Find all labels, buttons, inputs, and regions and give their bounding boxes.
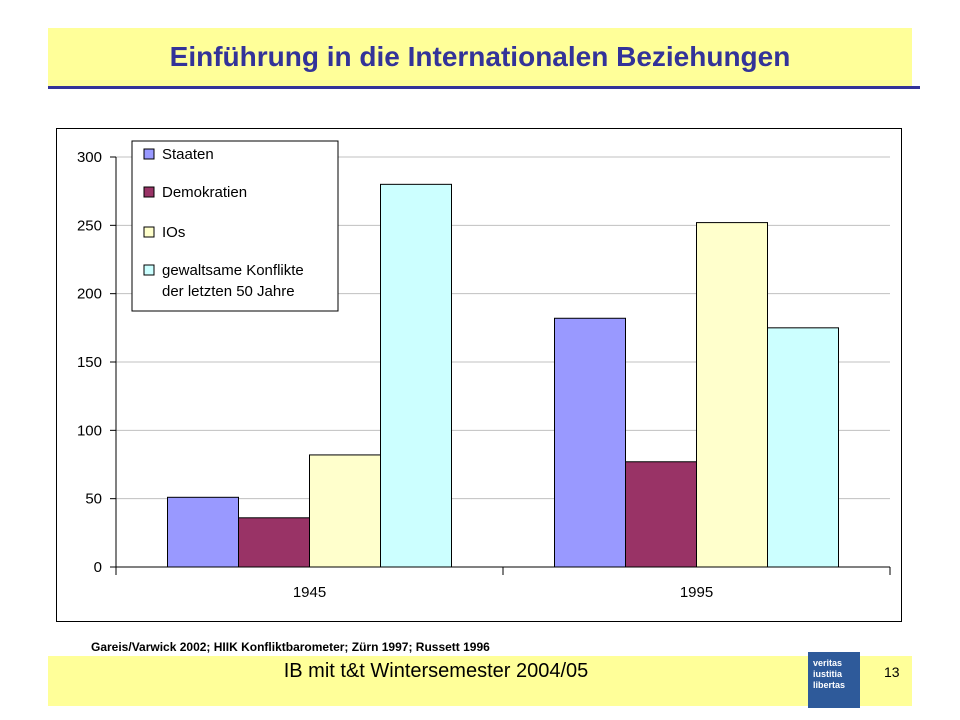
slide-title: Einführung in die Internationalen Bezieh… (169, 41, 791, 72)
legend-label: IOs (162, 224, 185, 241)
bar-2-1945 (238, 517, 310, 568)
footer-band (48, 656, 912, 706)
slide-number: 13 (884, 664, 900, 680)
x-tick-label: 1995 (680, 584, 713, 601)
bar-3-1945 (309, 454, 381, 568)
bar-1-1995 (554, 317, 626, 568)
legend-swatch (143, 264, 155, 276)
y-tick-label: 250 (77, 217, 102, 234)
bar-2-1995 (625, 461, 697, 568)
x-tick-label: 1945 (293, 584, 326, 601)
y-tick-label: 300 (77, 149, 102, 166)
seal-line: libertas (813, 680, 846, 690)
university-seal: veritas iustitia libertas (808, 652, 860, 708)
bar-4-1995 (767, 327, 839, 568)
legend-label: gewaltsame Konflikte (162, 262, 304, 279)
legend-swatch (143, 186, 155, 198)
y-tick-label: 200 (77, 286, 102, 303)
bar-1-1945 (167, 496, 239, 568)
legend-label: der letzten 50 Jahre (162, 283, 295, 300)
bar-4-1945 (380, 183, 452, 568)
bar-3-1995 (696, 222, 768, 568)
legend-label: Demokratien (162, 184, 247, 201)
legend-label: Staaten (162, 146, 214, 163)
legend-swatch (143, 226, 155, 238)
source-citation: Gareis/Varwick 2002; HIIK Konfliktbarome… (91, 640, 490, 654)
footer-text: IB mit t&t Wintersemester 2004/05 (283, 660, 589, 682)
y-tick-label: 150 (77, 354, 102, 371)
y-tick-label: 0 (94, 559, 102, 576)
legend-box (131, 140, 339, 312)
title-underline (48, 86, 920, 89)
title-band (48, 28, 912, 86)
y-tick-label: 50 (85, 491, 102, 508)
y-tick-label: 100 (77, 422, 102, 439)
legend-swatch (143, 148, 155, 160)
seal-line: iustitia (813, 669, 843, 679)
seal-line: veritas (813, 658, 843, 668)
